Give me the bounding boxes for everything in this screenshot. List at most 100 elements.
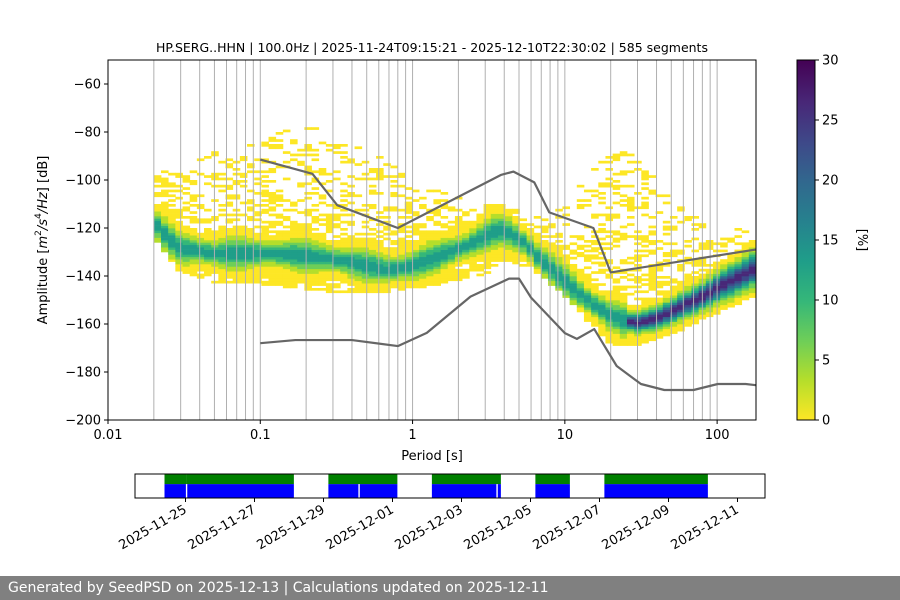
- ppsd-cell: [161, 216, 169, 219]
- ppsd-cell: [168, 225, 176, 229]
- ppsd-cell: [497, 206, 506, 210]
- ppsd-cell: [497, 242, 506, 246]
- ppsd-cell: [261, 283, 269, 286]
- ppsd-cell: [669, 254, 678, 258]
- ppsd-cell: [347, 252, 355, 255]
- ppsd-cell: [519, 244, 528, 248]
- ppsd-cell: [347, 261, 355, 265]
- ppsd-cell: [720, 304, 728, 308]
- ppsd-cell: [691, 304, 700, 308]
- ppsd-cell: [583, 309, 592, 313]
- ppsd-cell: [182, 180, 191, 183]
- ppsd-cell: [161, 223, 169, 226]
- y-label-part: /: [36, 224, 51, 231]
- ppsd-cell: [591, 194, 599, 198]
- footer: Generated by SeedPSD on 2025-12-13 | Cal…: [0, 576, 900, 600]
- ppsd-cell: [383, 271, 391, 274]
- date-tick-label: 2025-11-25: [117, 502, 190, 553]
- ppsd-cell: [562, 295, 571, 298]
- ppsd-cell: [182, 266, 191, 270]
- ppsd-cell: [376, 244, 384, 248]
- ppsd-cell: [261, 225, 269, 229]
- ppsd-cell: [354, 252, 363, 255]
- ppsd-cell: [247, 206, 255, 210]
- chart-title: HP.SERG..HHN | 100.0Hz | 2025-11-24T09:1…: [156, 40, 708, 55]
- ppsd-cell: [325, 225, 334, 229]
- ppsd-cell: [626, 273, 635, 277]
- ppsd-cell: [505, 213, 513, 217]
- ppsd-cell: [555, 249, 563, 253]
- ppsd-cell: [347, 244, 355, 248]
- ppsd-cell: [540, 259, 549, 262]
- ppsd-cell: [247, 266, 255, 270]
- ppsd-cell: [669, 321, 678, 325]
- ppsd-cell: [540, 235, 549, 238]
- ppsd-cell: [705, 240, 714, 243]
- ppsd-cell: [569, 288, 578, 291]
- ppsd-cell: [383, 225, 391, 229]
- ppsd-cell: [196, 172, 205, 176]
- ppsd-cell: [476, 218, 484, 222]
- ppsd-cell: [304, 208, 312, 212]
- ppsd-cell: [677, 316, 685, 320]
- date-tick-label: 2025-12-01: [324, 502, 397, 553]
- ppsd-cell: [189, 271, 198, 274]
- ppsd-cell: [490, 216, 499, 219]
- ppsd-cell: [282, 273, 291, 277]
- ppsd-cell: [612, 314, 621, 318]
- ppsd-cell: [462, 240, 470, 243]
- ppsd-cell: [591, 316, 599, 320]
- ppsd-cell: [540, 228, 549, 231]
- ppsd-cell: [225, 228, 234, 231]
- ppsd-cell: [318, 271, 327, 274]
- ppsd-cell: [340, 249, 348, 253]
- ppsd-cell: [196, 220, 205, 224]
- ppsd-cell: [196, 273, 205, 277]
- ppsd-cell: [619, 271, 628, 274]
- ppsd-cell: [247, 252, 255, 255]
- ppsd-cell: [462, 237, 470, 241]
- ppsd-cell: [325, 240, 334, 243]
- ppsd-cell: [469, 225, 477, 229]
- ppsd-cell: [505, 247, 513, 250]
- ppsd-cell: [555, 216, 563, 219]
- ppsd-cell: [720, 292, 728, 296]
- ppsd-cell: [204, 268, 212, 272]
- ppsd-cell: [275, 266, 284, 270]
- ppsd-cell: [447, 237, 456, 241]
- ppsd-cell: [741, 242, 750, 246]
- ppsd-cell: [297, 235, 305, 238]
- ppsd-cell: [648, 336, 657, 339]
- ppsd-cell: [275, 189, 284, 193]
- ppsd-cell: [562, 276, 571, 279]
- ppsd-cell: [175, 172, 183, 176]
- ppsd-cell: [741, 247, 750, 250]
- ppsd-cell: [497, 216, 506, 219]
- ppsd-cell: [476, 266, 484, 270]
- ppsd-cell: [189, 204, 198, 207]
- ppsd-cell: [512, 211, 520, 214]
- ppsd-cell: [720, 302, 728, 306]
- ppsd-cell: [383, 290, 391, 294]
- ppsd-cell: [161, 211, 169, 214]
- ppsd-cell: [189, 211, 198, 214]
- ppsd-cell: [612, 319, 621, 322]
- ppsd-cell: [304, 240, 312, 243]
- ppsd-cell: [605, 182, 614, 186]
- ppsd-cell: [641, 309, 649, 313]
- ppsd-cell: [433, 268, 441, 272]
- ppsd-cell: [555, 276, 563, 279]
- y-label-part: s: [36, 219, 51, 226]
- ppsd-cell: [182, 235, 191, 238]
- ppsd-cell: [168, 259, 176, 262]
- ppsd-cell: [325, 228, 334, 231]
- ppsd-cell: [304, 213, 312, 217]
- ppsd-cell: [304, 225, 312, 229]
- ppsd-cell: [261, 249, 269, 253]
- ppsd-cell: [548, 254, 556, 258]
- ppsd-cell: [612, 316, 621, 320]
- ppsd-cell: [476, 254, 484, 258]
- ppsd-cell: [662, 232, 671, 236]
- ppsd-cell: [239, 237, 248, 241]
- ppsd-cell: [161, 189, 169, 193]
